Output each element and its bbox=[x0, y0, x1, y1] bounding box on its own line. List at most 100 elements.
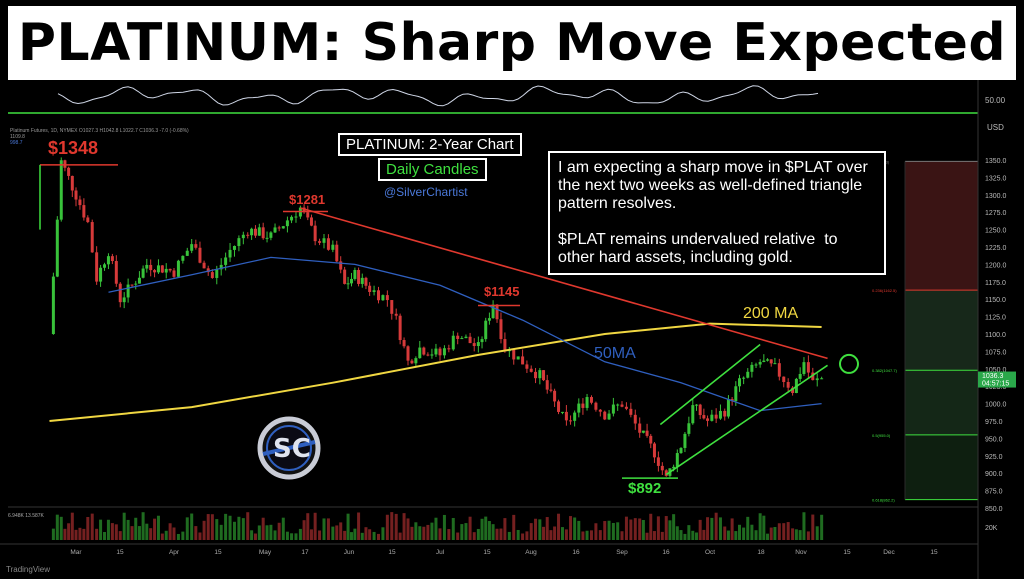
candle-body bbox=[679, 447, 683, 454]
candle-body bbox=[141, 268, 145, 278]
x-tick-label: Mar bbox=[70, 549, 82, 556]
candle-body bbox=[331, 244, 335, 250]
volume-bar bbox=[95, 528, 99, 540]
volume-bar bbox=[750, 524, 754, 540]
candle-body bbox=[339, 261, 343, 270]
candle-body bbox=[241, 234, 245, 239]
volume-bar bbox=[641, 519, 645, 540]
candle-body bbox=[55, 219, 59, 277]
volume-bar bbox=[134, 517, 138, 540]
volume-axis-label: 20K bbox=[985, 525, 998, 532]
candle-body bbox=[620, 404, 624, 407]
candle-body bbox=[773, 363, 777, 365]
candle-body bbox=[710, 414, 714, 421]
candle-body bbox=[442, 348, 446, 356]
candle-body bbox=[664, 470, 668, 476]
candle-body bbox=[281, 226, 285, 229]
svg-text:SC: SC bbox=[273, 434, 311, 464]
volume-bar bbox=[698, 519, 702, 540]
page-title: PLATINUM: Sharp Move Expected bbox=[17, 13, 1007, 73]
candle-body bbox=[63, 160, 67, 168]
candle-body bbox=[99, 267, 103, 282]
volume-bar bbox=[777, 523, 781, 540]
candle-body bbox=[472, 343, 476, 347]
x-tick-label: 18 bbox=[757, 549, 765, 556]
candle-body bbox=[683, 433, 687, 448]
candle-body bbox=[791, 387, 795, 394]
candle-body bbox=[503, 339, 507, 352]
candle-body bbox=[346, 283, 350, 285]
volume-bar bbox=[406, 518, 410, 540]
candle-body bbox=[691, 405, 695, 424]
candle-body bbox=[616, 404, 620, 406]
volume-bar bbox=[122, 512, 126, 540]
candle-body bbox=[190, 244, 194, 251]
candle-body bbox=[714, 414, 718, 419]
candle-body bbox=[418, 347, 422, 359]
candle-body bbox=[726, 399, 730, 417]
volume-bar bbox=[331, 526, 335, 540]
volume-bar bbox=[656, 516, 660, 540]
volume-bar bbox=[86, 516, 90, 540]
volume-bar bbox=[156, 515, 160, 540]
candle-body bbox=[103, 264, 107, 268]
y-tick-label: 1175.0 bbox=[985, 280, 1006, 287]
volume-bar bbox=[130, 526, 134, 540]
y-tick-label: 1350.0 bbox=[985, 158, 1007, 165]
volume-bar bbox=[357, 512, 361, 540]
volume-bar bbox=[335, 525, 339, 540]
volume-bar bbox=[487, 521, 491, 540]
volume-bar bbox=[451, 517, 455, 540]
candle-body bbox=[224, 257, 228, 265]
x-tick-label: 17 bbox=[301, 549, 309, 556]
volume-bar bbox=[343, 530, 347, 540]
x-tick-label: 15 bbox=[116, 549, 124, 556]
candle-body bbox=[273, 227, 277, 233]
candle-body bbox=[484, 320, 488, 340]
volume-bar bbox=[773, 527, 777, 540]
volume-bar bbox=[210, 514, 214, 540]
volume-bar bbox=[385, 514, 389, 540]
candle-body bbox=[360, 277, 364, 284]
daily-candles-box: Daily Candles bbox=[378, 158, 487, 181]
volume-bar bbox=[90, 513, 94, 540]
candle-body bbox=[414, 358, 418, 364]
candle-body bbox=[694, 404, 698, 406]
candle-body bbox=[633, 414, 637, 424]
candle-body bbox=[277, 227, 281, 229]
candle-body bbox=[381, 295, 385, 301]
volume-bar bbox=[794, 529, 798, 540]
candle-body bbox=[738, 378, 741, 387]
candle-body bbox=[534, 371, 538, 379]
volume-bar bbox=[675, 526, 679, 540]
candle-body bbox=[215, 269, 219, 278]
candle-body bbox=[645, 430, 649, 436]
candle-body bbox=[742, 377, 746, 379]
volume-bar bbox=[660, 531, 664, 540]
candle-body bbox=[569, 420, 573, 422]
volume-bar bbox=[691, 530, 695, 540]
candle-body bbox=[656, 457, 660, 466]
candle-body bbox=[660, 465, 664, 471]
ma50-line bbox=[108, 256, 822, 412]
volume-bar bbox=[718, 517, 722, 540]
volume-bar bbox=[70, 512, 74, 540]
volume-bar bbox=[620, 531, 624, 540]
volume-bar bbox=[553, 526, 557, 540]
volume-bar bbox=[224, 513, 228, 540]
volume-bar bbox=[798, 530, 802, 540]
y-tick-label: 1075.0 bbox=[985, 349, 1007, 356]
fib-zone bbox=[905, 434, 978, 500]
volume-bar bbox=[694, 532, 698, 540]
volume-bar bbox=[529, 523, 533, 540]
candle-body bbox=[564, 411, 568, 421]
volume-bar bbox=[629, 519, 633, 540]
volume-bar bbox=[285, 531, 289, 540]
volume-bar bbox=[664, 516, 668, 540]
candle-body bbox=[219, 264, 223, 270]
volume-bar bbox=[516, 529, 520, 540]
volume-bar bbox=[706, 517, 710, 540]
candle-body bbox=[815, 378, 819, 381]
candle-body bbox=[649, 435, 653, 444]
candle-body bbox=[629, 408, 633, 415]
